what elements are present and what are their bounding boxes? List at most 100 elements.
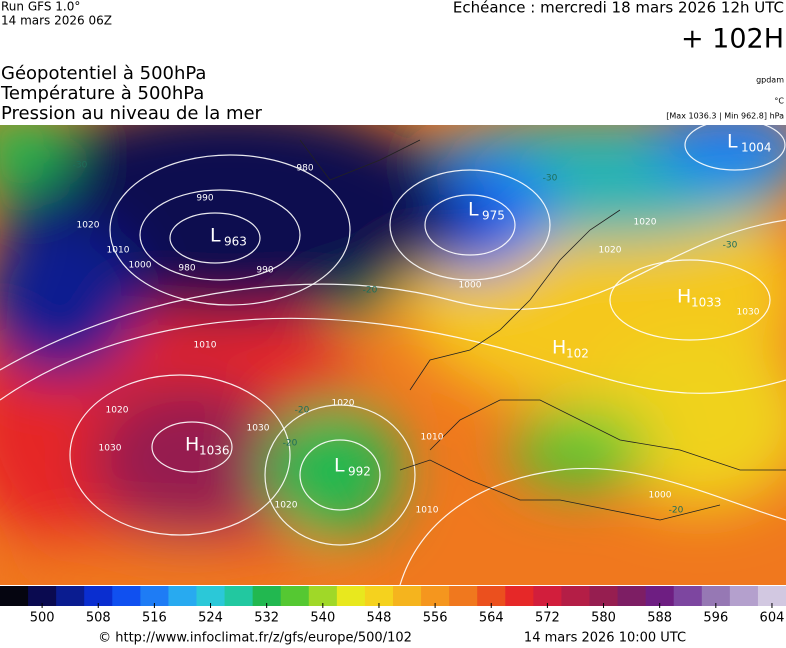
colorbar-swatch [617,586,647,606]
pressure-center-value: 1033 [691,296,722,310]
isobars [0,125,786,585]
colorbar-tick-label: 516 [142,611,167,626]
colorbar-swatch [645,586,675,606]
pressure-extremes: [Max 1036.3 | Min 962.8] hPa [666,112,784,121]
title-line: Pression au niveau de la mer [1,103,263,124]
isobar-label: 1010 [107,246,130,256]
field [0,125,786,585]
colorbar-swatch [589,586,619,606]
run-date: 14 mars 2026 06Z [1,14,112,28]
colorbar-swatch [449,586,478,606]
isobar-label: 1010 [194,341,217,351]
temperature-label: -20 [363,286,378,296]
isobar-label: 1000 [649,491,672,501]
colorbar-swatch [56,586,85,606]
colorbar-swatch [393,586,422,606]
temperature-label: -20 [283,439,298,449]
run-label: Run GFS 1.0° [1,0,80,14]
isobar-label: 1010 [416,506,439,516]
colorbar-swatch [280,586,310,606]
colorbar-tick-label: 548 [367,611,392,626]
isobar-label: 1030 [247,424,270,434]
isobar-label: 980 [296,164,313,174]
isobar-label: 990 [256,266,273,276]
isobar-label: 1030 [737,308,760,318]
isobar-label: 1010 [421,433,444,443]
coastlines [299,139,786,521]
isobar-label: 980 [178,264,195,274]
colorbar-swatch [729,586,759,606]
pressure-center-letter: L [334,455,345,477]
colorbar-swatch [757,586,786,606]
colorbar-swatch [701,586,731,606]
pressure-center-letter: H [552,337,566,359]
temperature-label: -30 [543,174,558,184]
isobar-label: 1020 [332,399,355,409]
isobar-label: 1020 [634,218,657,228]
colorbar-tick-label: 524 [198,611,223,626]
colorbar-swatch [168,586,197,606]
footer-source: © http://www.infoclimat.fr/z/gfs/europe/… [98,631,412,646]
isobar-label: 1020 [275,501,298,511]
colorbar-swatch [0,586,29,606]
colorbar-swatch [561,586,590,606]
pressure-center-value: 1036 [199,444,230,458]
colorbar-tick-label: 564 [479,611,504,626]
colorbar-swatch [421,586,450,606]
colorbar-tick-label: 572 [535,611,560,626]
colorbar-swatch [224,586,254,606]
isobar-label: 990 [196,194,213,204]
pressure-center-letter: L [210,225,221,247]
colorbar-tick-label: 580 [591,611,616,626]
colorbar-swatch [308,586,338,606]
colorbar-swatch [140,586,169,606]
colorbar-swatch [252,586,282,606]
temperature-label: -20 [669,506,684,516]
isobar-label: 1000 [459,281,482,291]
colorbar-swatch [477,586,506,606]
pressure-center-letter: H [185,434,199,456]
colorbar-swatch [28,586,57,606]
colorbar-tick-label: 540 [310,611,335,626]
isobar-label: 1030 [99,444,122,454]
pressure-center-value: 1004 [741,141,772,155]
isobar-label: 1020 [599,246,622,256]
pressure-center-letter: L [727,131,738,153]
colorbar-swatch [364,586,394,606]
title-line: Géopotentiel à 500hPa [1,63,206,84]
colorbar-swatch [112,586,141,606]
temperature-label: -30 [723,241,738,251]
lead-time: + 102H [681,24,784,55]
footer-generated: 14 mars 2026 10:00 UTC [524,631,686,646]
isobar-label: 1000 [129,261,152,271]
colorbar-tick-label: 596 [703,611,728,626]
title-line: Température à 500hPa [0,83,204,104]
colorbar-swatch [533,586,562,606]
unit-gpdam: gpdam [756,76,784,85]
isobar-label: 1020 [106,406,129,416]
colorbar-swatch [336,586,366,606]
pressure-center-value: 975 [482,209,505,223]
pressure-center-value: 963 [224,235,247,249]
colorbar-tick-label: 500 [30,611,55,626]
colorbar-tick-label: 532 [254,611,279,626]
temperature-label: -30 [73,161,88,171]
colorbar-swatch [673,586,703,606]
pressure-center-value: 102 [566,347,589,361]
temperature-label: -20 [295,406,310,416]
pressure-center-letter: H [677,286,691,308]
colorbar-tick-label: 508 [86,611,111,626]
pressure-center-letter: L [468,199,479,221]
colorbar-tick-label: 588 [647,611,672,626]
forecast-time: Echéance : mercredi 18 mars 2026 12h UTC [453,0,784,17]
colorbar-swatch [505,586,534,606]
colorbar-swatch [196,586,226,606]
unit-temp: °C [774,97,784,106]
pressure-center-value: 992 [348,465,371,479]
colorbar-tick-label: 556 [423,611,448,626]
colorbar-swatch [84,586,113,606]
isobar-label: 1020 [77,221,100,231]
